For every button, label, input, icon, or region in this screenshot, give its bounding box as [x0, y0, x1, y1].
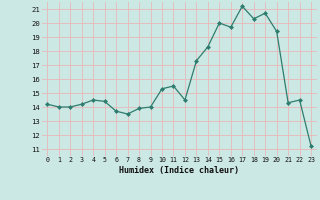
X-axis label: Humidex (Indice chaleur): Humidex (Indice chaleur): [119, 166, 239, 175]
